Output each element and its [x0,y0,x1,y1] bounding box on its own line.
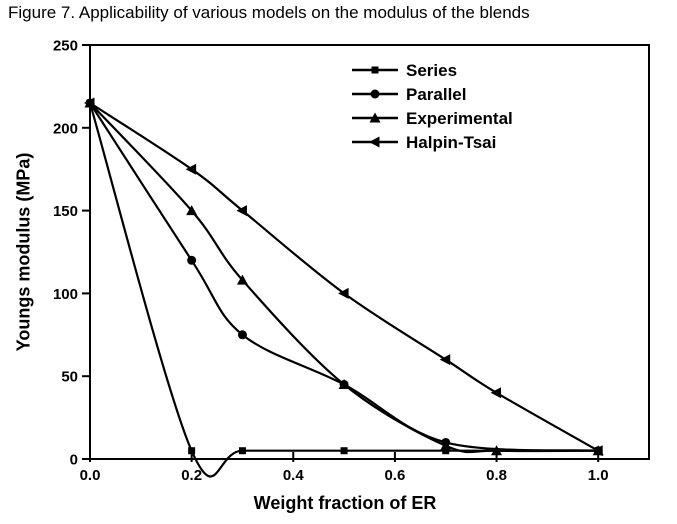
x-tick-label: 0.6 [384,467,405,484]
legend-label-halpin-tsai: Halpin-Tsai [406,133,496,152]
series-marker-series [442,447,450,455]
series-line-series [88,101,600,478]
series-marker-series [340,447,348,455]
series-marker-parallel [237,330,247,340]
figure-title: Figure 7. Applicability of various model… [8,3,530,22]
series-line-experimental [88,101,600,454]
y-tick-label: 200 [53,120,78,137]
series-marker-experimental [440,440,452,451]
x-tick-label: 0.8 [486,467,507,484]
series-marker-halpin-tsai [338,287,349,299]
series-marker-series [188,447,196,455]
series-marker-halpin-tsai [592,445,603,457]
legend-label-parallel: Parallel [406,85,467,104]
y-tick-label: 150 [53,203,78,220]
y-tick-label: 250 [53,38,78,55]
series-marker-series [238,447,246,455]
plot-frame [89,44,650,460]
series-marker-experimental [338,378,350,389]
x-tick-label: 0.4 [283,467,305,484]
x-tick-label: 1.0 [588,467,609,484]
legend-marker-experimental [369,112,381,123]
y-tick-label: 0 [70,452,78,469]
series-line-halpin-tsai [88,101,600,452]
series-line-parallel [88,101,600,452]
series-marker-experimental [236,274,248,285]
legend-marker-parallel [370,89,380,99]
series-marker-halpin-tsai [490,387,502,399]
series-marker-halpin-tsai [84,97,95,109]
y-tick-label: 50 [61,369,78,386]
series-marker-experimental [491,445,503,456]
series-marker-experimental [186,205,198,216]
legend-marker-halpin-tsai [369,136,380,148]
legend-label-series: Series [406,61,457,80]
series-marker-halpin-tsai [185,163,197,175]
x-axis-label: Weight fraction of ER [253,493,437,513]
x-tick-label: 0.0 [80,467,101,484]
series-marker-parallel [187,255,197,265]
x-tick-label: 0.2 [181,467,202,484]
series-marker-halpin-tsai [439,354,451,366]
series-marker-halpin-tsai [236,205,247,217]
legend-marker-series [371,66,379,74]
y-tick-label: 100 [53,286,78,303]
legend-label-experimental: Experimental [406,109,513,128]
